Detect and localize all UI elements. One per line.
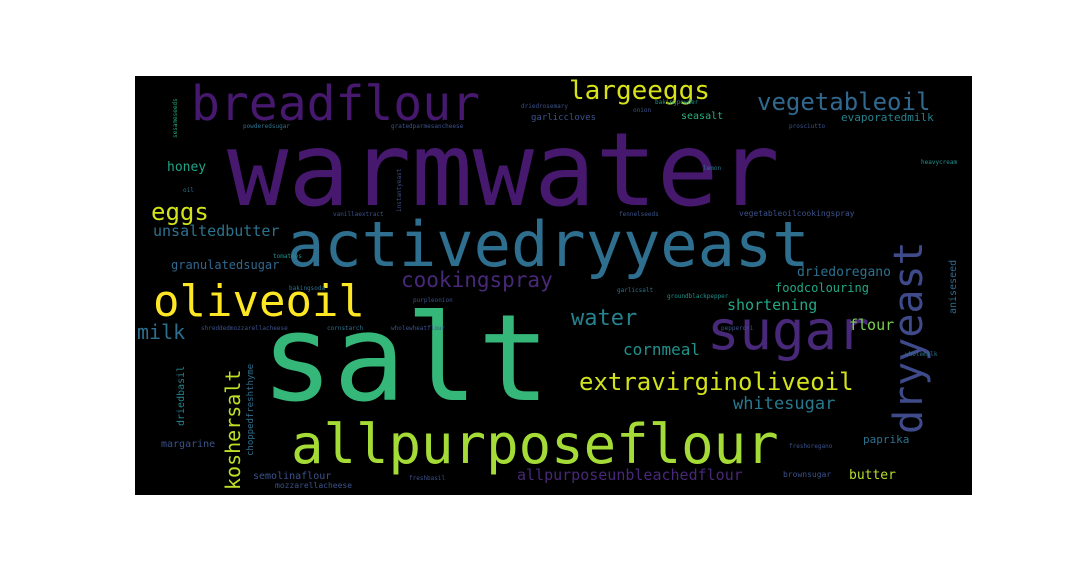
word-warmwater: warmwater xyxy=(227,111,780,230)
word-driedrosemary: driedrosemary xyxy=(521,103,568,110)
word-lemon: lemon xyxy=(703,165,722,172)
word-gratedparmesancheese: gratedparmesancheese xyxy=(391,123,464,130)
word-honey: honey xyxy=(167,160,207,175)
word-breadflour: breadflour xyxy=(191,76,480,132)
word-aniseseed: aniseseed xyxy=(948,259,959,314)
word-activedryyeast: activedryyeast xyxy=(287,208,810,281)
word-brownsugar: brownsugar xyxy=(783,470,832,479)
word-vegetableoilcookingspray: vegetableoilcookingspray xyxy=(739,209,855,218)
word-shortening: shortening xyxy=(727,296,818,314)
word-allpurposeflour: allpurposeflour xyxy=(291,413,779,476)
word-freshoregano: freshoregano xyxy=(789,443,833,450)
word-wholemilk: wholemilk xyxy=(905,351,938,358)
word-cookingspray: cookingspray xyxy=(401,268,553,292)
word-fennelseeds: fennelseeds xyxy=(619,211,659,218)
word-largeeggs: largeeggs xyxy=(569,76,710,106)
word-pepperoni: pepperoni xyxy=(721,325,754,332)
word-whitesugar: whitesugar xyxy=(733,394,836,414)
word-paprika: paprika xyxy=(863,433,910,446)
word-prosciutto: prosciutto xyxy=(789,123,826,130)
word-dryyeast: dryyeast xyxy=(886,241,932,434)
word-butter: butter xyxy=(849,468,896,483)
word-extravirginoliveoil: extravirginoliveoil xyxy=(579,368,854,396)
word-bakingsoda: bakingsoda xyxy=(289,285,326,292)
word-shreddedmozzarellacheese: shreddedmozzarellacheese xyxy=(201,325,288,332)
word-cornstarch: cornstarch xyxy=(327,325,364,332)
word-onion: onion xyxy=(633,107,652,114)
word-koshersalt: koshersalt xyxy=(221,369,245,490)
word-unsaltedbutter: unsaltedbutter xyxy=(153,222,280,240)
word-heavycream: heavycream xyxy=(921,159,958,166)
word-salt: salt xyxy=(261,290,550,429)
word-margarine: margarine xyxy=(161,439,216,450)
word-water: water xyxy=(571,306,638,331)
word-driedbasil: driedbasil xyxy=(176,365,187,426)
word-evaporatedmilk: evaporatedmilk xyxy=(841,111,934,124)
word-sesameseeds: sesameseeds xyxy=(172,98,179,138)
word-flour: flour xyxy=(849,316,895,334)
word-foodcolouring: foodcolouring xyxy=(775,281,869,295)
word-oliveoil: oliveoil xyxy=(153,276,365,327)
word-driedoregano: driedoregano xyxy=(797,265,891,280)
word-granulatedsugar: granulatedsugar xyxy=(171,258,280,272)
word-purpleonion: purpleonion xyxy=(413,297,453,304)
word-sugar: sugar xyxy=(707,299,870,362)
word-garliccloves: garliccloves xyxy=(531,113,597,123)
word-tomatoes: tomatoes xyxy=(273,253,302,260)
word-wholewheatflour: wholewheatflour xyxy=(391,325,446,332)
word-choppedfreshthyme: choppedfreshthyme xyxy=(246,363,256,456)
word-allpurposeunbleachedflour: allpurposeunbleachedflour xyxy=(517,466,743,484)
word-garlicsalt: garlicsalt xyxy=(617,287,654,294)
word-oil: oil xyxy=(183,187,194,194)
word-eggs: eggs xyxy=(151,198,209,226)
word-cornmeal: cornmeal xyxy=(623,340,701,359)
word-cloud: warmwater salt activedryyeast allpurpose… xyxy=(135,76,972,495)
word-vegetableoil: vegetableoil xyxy=(757,88,931,116)
word-vanillaextract: vanillaextract xyxy=(333,211,384,218)
word-powderedsugar: powderedsugar xyxy=(243,123,290,130)
word-groundblackpepper: groundblackpepper xyxy=(667,293,729,300)
word-seasalt: seasalt xyxy=(681,111,724,122)
word-freshbasil: freshbasil xyxy=(409,475,446,482)
word-semolinaflour: semolinaflour xyxy=(253,471,332,482)
word-mozzarellacheese: mozzarellacheese xyxy=(275,481,353,490)
word-milk: milk xyxy=(137,320,186,344)
word-instantyeast: instantyeast xyxy=(396,168,403,212)
word-bakingpowder: bakingpowder xyxy=(655,99,699,106)
